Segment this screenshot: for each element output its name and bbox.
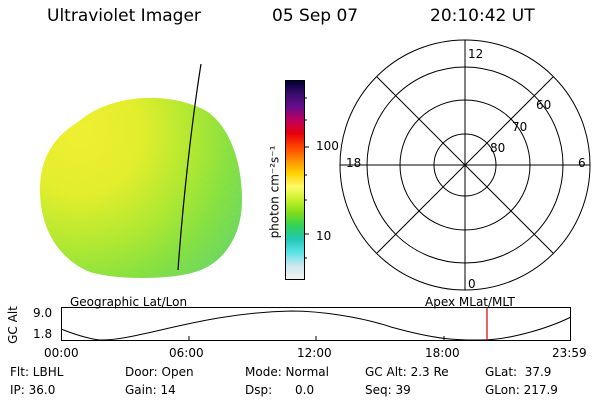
status-gain: Gain: 14 — [125, 383, 176, 397]
mlt-label-18: 18 — [346, 156, 362, 170]
lat-label-70: 70 — [512, 120, 528, 134]
status-gc-alt: GC Alt: 2.3 Re — [365, 365, 449, 379]
mlt-label-0: 0 — [468, 277, 476, 291]
y-tick-1-8: 1.8 — [33, 327, 53, 341]
status-dsp: Dsp: 0.0 — [245, 383, 315, 397]
status-mode: Mode: Normal — [245, 365, 329, 379]
colorbar-unit-label: photon cm⁻²s⁻¹ — [267, 145, 282, 239]
gc-alt-axis-label: GC Alt — [5, 306, 20, 344]
apex-title: Apex MLat/MLT — [425, 295, 515, 309]
color-bar — [285, 80, 305, 280]
time-label: 20:10:42 UT — [430, 6, 535, 26]
polar-mlt-plot — [339, 39, 591, 291]
geographic-title: Geographic Lat/Lon — [70, 295, 188, 309]
status-ip: IP: 36.0 — [10, 383, 56, 397]
x-tick-1800: 18:00 — [425, 346, 460, 360]
altitude-curve — [60, 310, 572, 341]
instrument-title: Ultraviolet Imager — [47, 6, 201, 26]
status-flt: Flt: LBHL — [10, 365, 64, 379]
date-label: 05 Sep 07 — [272, 6, 359, 26]
mlt-label-6: 6 — [578, 156, 586, 170]
y-tick-9: 9.0 — [33, 306, 53, 320]
x-tick-2359: 23:59 — [552, 346, 587, 360]
x-tick-0600: 06:00 — [169, 346, 204, 360]
status-seq: Seq: 39 — [365, 383, 411, 397]
orbit-altitude-plot — [60, 307, 572, 341]
colorbar-tick-100: 100 — [316, 139, 339, 153]
x-tick-1200: 12:00 — [297, 346, 332, 360]
lat-label-60: 60 — [536, 98, 552, 112]
status-door: Door: Open — [125, 365, 194, 379]
status-glat: GLat: 37.9 — [485, 365, 552, 379]
mlt-label-12: 12 — [468, 47, 484, 61]
x-tick-0000: 00:00 — [44, 346, 79, 360]
colorbar-tick-10: 10 — [316, 229, 332, 243]
status-glon: GLon: 217.9 — [485, 383, 558, 397]
lat-label-80: 80 — [490, 141, 506, 155]
colorbar-ticks — [304, 97, 309, 259]
uv-earth-image — [40, 63, 242, 279]
